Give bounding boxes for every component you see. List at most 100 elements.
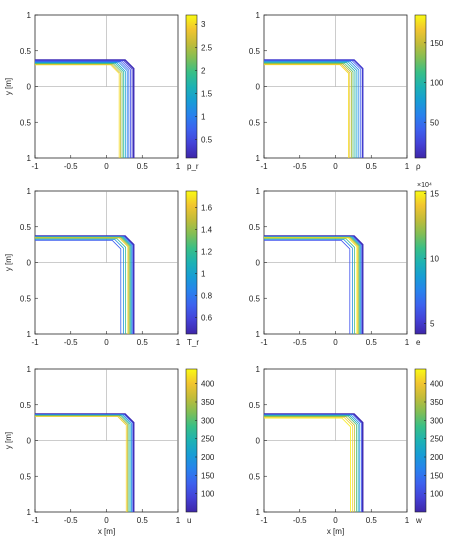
contour-line [264, 59, 364, 158]
contour-line [35, 64, 121, 158]
colorbar-tick-label: 100 [430, 79, 444, 88]
contour-line [264, 60, 360, 158]
panel-pr: -1 -0.5 0 0.5 1 1 0.5 0 0.5 1 y [m] 0.5 1 1.5 2 2.5 3 p_r [4, 11, 213, 171]
contour-line [264, 416, 354, 512]
y-tick-label: 0 [256, 83, 261, 92]
x-tick-label: 1 [405, 338, 410, 347]
y-tick-label: 1 [27, 154, 32, 163]
colorbar-tick-label: 0.8 [201, 292, 213, 301]
colorbar-label: T_r [187, 338, 199, 347]
x-tick-label: 1 [176, 162, 181, 171]
colorbar-label: p_r [187, 162, 199, 171]
contour-line [35, 62, 125, 158]
x-tick-label: -1 [31, 338, 39, 347]
x-tick-label: 1 [176, 516, 181, 525]
y-axis-label: y [m] [4, 254, 13, 271]
contour-line [35, 60, 133, 158]
contour-group [35, 191, 178, 334]
contour-line [35, 239, 124, 334]
colorbar-tick-label: 300 [430, 416, 444, 425]
x-tick-label: -0.5 [293, 162, 307, 171]
duct-line [264, 369, 407, 441]
contour-line [264, 415, 357, 512]
colorbar-tick-label: 250 [201, 435, 215, 444]
y-tick-label: 0 [27, 259, 32, 268]
colorbar [185, 368, 198, 513]
colorbar-label: ρ [416, 162, 421, 171]
x-tick-label: 0.5 [137, 516, 149, 525]
colorbar [414, 190, 427, 335]
x-tick-label: -0.5 [293, 516, 307, 525]
x-tick-label: -0.5 [64, 162, 78, 171]
contour-line [35, 415, 130, 512]
x-tick-label: -0.5 [293, 338, 307, 347]
duct-line [264, 15, 407, 87]
y-tick-label: 1 [256, 508, 261, 517]
colorbar-tick-label: 1 [201, 270, 206, 279]
contour-line [264, 414, 362, 512]
contour-group [35, 369, 178, 512]
panel-w: -1 -0.5 0 0.5 1 1 0.5 0 0.5 1 x [m] 100 150 200 250 300… [249, 365, 444, 536]
x-tick-label: 0 [104, 338, 109, 347]
x-tick-label: 0 [333, 338, 338, 347]
y-tick-label: 1 [256, 154, 261, 163]
contour-line [264, 62, 356, 158]
colorbar-tick-label: 350 [201, 398, 215, 407]
colorbar-tick-label: 1 [201, 112, 206, 121]
colorbar-label: e [416, 338, 421, 347]
contour-line [35, 238, 127, 334]
x-tick-label: -1 [260, 162, 268, 171]
duct-line [35, 15, 178, 87]
colorbar-exponent: ×10⁴ [417, 182, 432, 189]
colorbar-tick-label: 0.6 [201, 314, 213, 323]
y-tick-label: 0.5 [20, 118, 32, 127]
colorbar-label: u [187, 516, 191, 525]
colorbar-tick-label: 300 [201, 416, 215, 425]
y-tick-label: 0.5 [249, 118, 261, 127]
y-tick-label: 0.5 [20, 294, 32, 303]
colorbar-tick-label: 15 [430, 190, 439, 199]
x-tick-label: 1 [405, 516, 410, 525]
x-tick-label: -1 [260, 338, 268, 347]
y-tick-label: 0.5 [249, 472, 261, 481]
y-tick-label: 0.5 [20, 47, 32, 56]
contour-line [35, 60, 131, 158]
colorbar-tick-label: 400 [430, 380, 444, 389]
contour-line [35, 62, 126, 158]
colorbar-tick-label: 100 [201, 490, 215, 499]
colorbar-label: w [415, 516, 422, 525]
y-tick-label: 1 [256, 365, 261, 374]
colorbar-tick-label: 150 [201, 471, 215, 480]
colorbar-tick-label: 200 [201, 453, 215, 462]
contour-line [264, 416, 356, 512]
contour-line [35, 414, 131, 512]
contour-line [35, 416, 127, 512]
contour-line [264, 239, 351, 334]
contour-line [264, 63, 351, 158]
duct-line [264, 191, 407, 263]
contour-line [35, 415, 128, 512]
y-tick-label: 0.5 [20, 401, 32, 410]
y-tick-label: 0 [256, 259, 261, 268]
contour-line [35, 59, 135, 158]
colorbar-tick-label: 1.4 [201, 226, 213, 235]
colorbar-tick-label: 2.5 [201, 43, 213, 52]
contour-line [264, 413, 364, 512]
colorbar [185, 14, 198, 159]
colorbar-tick-label: 150 [430, 39, 444, 48]
contour-line [264, 414, 361, 512]
y-tick-label: 1 [27, 365, 32, 374]
x-tick-label: 1 [405, 162, 410, 171]
colorbar-tick-label: 350 [430, 398, 444, 407]
contour-line [264, 417, 351, 512]
x-tick-label: 0.5 [366, 338, 378, 347]
colorbar-tick-label: 50 [430, 118, 439, 127]
colorbar-tick-label: 1.5 [201, 89, 213, 98]
contour-line [35, 413, 134, 512]
x-axis-label: x [m] [327, 527, 344, 536]
y-axis-label: y [m] [4, 432, 13, 449]
x-axis-label: x [m] [98, 527, 115, 536]
y-tick-label: 1 [256, 330, 261, 339]
x-tick-label: -0.5 [64, 516, 78, 525]
